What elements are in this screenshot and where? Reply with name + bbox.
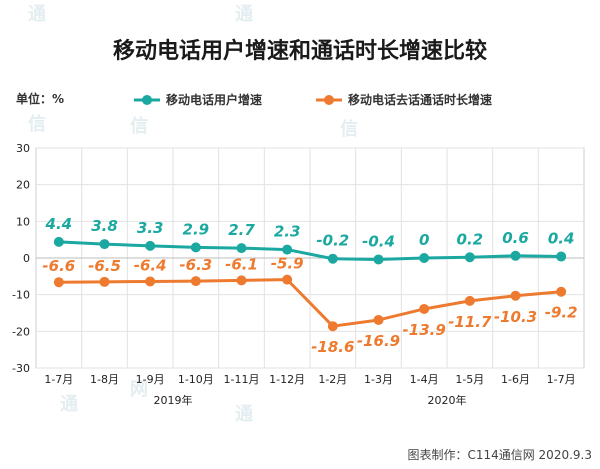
data-point	[190, 242, 201, 253]
x-tick-label: 1-11月	[224, 373, 260, 386]
watermark-glyph: 通	[235, 4, 253, 25]
data-label: -0.2	[316, 232, 349, 250]
y-tick-label: 0	[23, 252, 30, 265]
data-label: -5.9	[271, 255, 304, 273]
chart-credit: 图表制作：C114通信网 2020.9.3	[407, 448, 592, 462]
unit-label: 单位：%	[16, 91, 64, 106]
y-tick-label: -10	[12, 289, 30, 302]
x-tick-label: 1-2月	[318, 373, 347, 386]
data-label: 0.4	[548, 230, 575, 248]
series-line-1	[58, 240, 562, 261]
data-label: -6.1	[225, 255, 258, 273]
watermark-glyph: 信	[28, 113, 46, 135]
data-label: 0.6	[502, 229, 529, 247]
x-tick-label: 1-8月	[90, 373, 119, 386]
data-point	[556, 286, 567, 297]
data-labels: 4.4 3.8 3.3 2.9 2.7 2.3 -0.2 -0.4 0 0.2 0.6 0.4 -6.6…	[42, 215, 577, 356]
chart-title: 移动电话用户增速和通话时长增速比较	[113, 38, 487, 64]
legend-label: 移动电话用户增速	[166, 92, 262, 107]
data-label: -9.2	[545, 304, 578, 322]
x-tick-label: 1-3月	[364, 373, 393, 386]
legend-label: 移动电话去话通话时长增速	[348, 92, 492, 107]
y-tick-label: 20	[16, 179, 30, 192]
year-label-2019: 2019年	[154, 393, 193, 407]
data-point	[282, 244, 293, 255]
watermark-glyph: 网	[130, 379, 148, 400]
data-label: 0	[419, 231, 429, 249]
data-point	[556, 251, 567, 262]
data-label: -6.3	[179, 256, 212, 274]
data-point	[53, 236, 64, 247]
data-label: 3.3	[137, 219, 164, 237]
data-label: 4.4	[45, 215, 73, 233]
watermark-glyph: 信	[130, 115, 148, 137]
x-tick-label: 1-9月	[136, 373, 165, 386]
data-point	[373, 314, 384, 325]
data-point	[464, 252, 475, 263]
data-point	[510, 250, 521, 261]
legend: 移动电话用户增速 移动电话去话通话时长增速	[134, 92, 492, 107]
y-tick-label: 30	[16, 142, 30, 155]
y-tick-label: -30	[12, 362, 30, 375]
data-point	[53, 277, 64, 288]
data-label: 2.9	[183, 220, 210, 238]
x-tick-label: 1-4月	[410, 373, 439, 386]
data-label: -13.9	[403, 321, 446, 339]
y-tick-label: -20	[12, 325, 30, 338]
data-label: -6.4	[134, 256, 167, 274]
x-axis: 1-7月 1-8月 1-9月 1-10月 1-11月 1-12月 1-2月 1-3月 1-4月 1…	[44, 373, 575, 407]
data-label: -16.9	[357, 332, 400, 350]
data-point	[419, 253, 430, 263]
data-label: 2.3	[274, 223, 301, 241]
watermark-layer: 通 信 信 通 信 通 通 网	[28, 4, 358, 425]
watermark-glyph: 信	[340, 118, 358, 140]
data-point	[510, 290, 521, 301]
data-label: 3.8	[91, 217, 118, 235]
y-tick-label: 10	[16, 215, 30, 228]
data-point	[190, 276, 201, 287]
data-label: -0.4	[362, 232, 395, 250]
x-tick-label: 1-10月	[178, 373, 214, 386]
data-point	[282, 274, 293, 285]
data-label: -6.6	[42, 257, 75, 275]
data-point	[99, 276, 110, 287]
data-point	[419, 303, 430, 314]
legend-marker	[142, 95, 152, 105]
data-point	[327, 253, 338, 264]
data-point	[145, 276, 156, 287]
x-tick-label: 1-6月	[501, 373, 530, 386]
x-tick-label: 1-12月	[269, 373, 305, 386]
series-layer	[53, 236, 567, 332]
y-axis: 30 20 10 0 -10 -20 -30	[12, 142, 30, 375]
data-label: -6.5	[88, 257, 121, 275]
data-label: -10.3	[494, 308, 537, 326]
x-tick-label: 1-5月	[455, 373, 484, 386]
data-label: 0.2	[457, 230, 484, 248]
data-label: 2.7	[228, 221, 255, 239]
data-point	[236, 275, 247, 286]
watermark-glyph: 通	[28, 4, 46, 25]
legend-marker	[324, 95, 334, 105]
series-line-2	[58, 278, 562, 328]
x-tick-label: 1-7月	[44, 373, 73, 386]
data-label: -11.7	[448, 313, 492, 331]
data-point	[145, 240, 156, 251]
data-point	[327, 321, 338, 332]
data-point	[373, 254, 384, 265]
data-point	[464, 295, 475, 306]
data-point	[236, 243, 247, 254]
watermark-glyph: 通	[60, 394, 78, 415]
data-label: -18.6	[311, 338, 354, 356]
year-label-2020: 2020年	[428, 393, 467, 407]
x-tick-label: 1-7月	[547, 373, 576, 386]
watermark-glyph: 通	[235, 404, 253, 425]
data-point	[99, 239, 110, 250]
